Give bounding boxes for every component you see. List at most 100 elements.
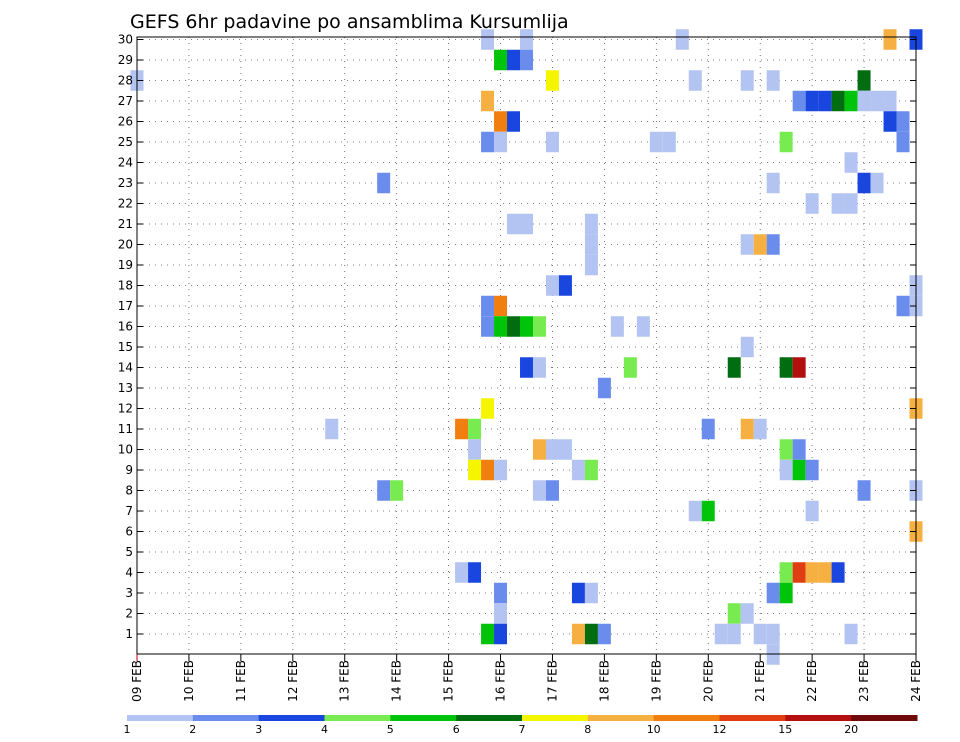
colorbar-swatch: [719, 715, 786, 721]
precip-cell: [857, 480, 871, 501]
precip-cell: [636, 316, 650, 337]
y-tick-label: 6: [125, 525, 133, 539]
colorbar-swatch: [851, 715, 918, 721]
y-tick-label: 11: [118, 422, 133, 436]
precip-cell: [532, 439, 546, 460]
precip-cell: [571, 623, 585, 645]
precip-cell: [545, 480, 559, 501]
precip-cell: [727, 623, 741, 645]
precip-cell: [481, 459, 495, 481]
y-tick-label: 20: [118, 238, 133, 252]
y-tick-label: 24: [118, 156, 133, 170]
precip-cell: [740, 70, 754, 91]
precip-cell: [831, 562, 845, 583]
colorbar-label: 20: [844, 723, 858, 736]
precip-cell: [779, 439, 793, 460]
colorbar-swatch: [324, 715, 391, 721]
y-tick-label: 5: [125, 545, 133, 559]
x-tick-label: 10 FEB: [182, 660, 196, 702]
precip-cell: [545, 275, 559, 296]
precip-cell: [494, 131, 508, 153]
precip-cell: [494, 623, 508, 645]
precip-cell: [481, 29, 495, 50]
precip-cell: [675, 29, 689, 50]
precip-cell: [455, 562, 469, 583]
precip-cell: [494, 111, 508, 132]
chart-title: GEFS 6hr padavine po ansamblima Kursumli…: [130, 11, 569, 33]
x-tick-label: 20 FEB: [701, 660, 715, 702]
precip-cell: [779, 582, 793, 604]
x-tick-label: 11 FEB: [234, 660, 248, 702]
precip-cell: [468, 459, 482, 481]
colorbar-label: 4: [321, 723, 328, 736]
precip-cell: [481, 295, 495, 317]
precip-cell: [857, 172, 871, 194]
colorbar-label: 8: [584, 723, 591, 736]
precip-cell: [584, 582, 598, 604]
precip-cell: [844, 623, 858, 645]
precip-cell: [507, 316, 520, 337]
precip-cell: [779, 357, 793, 378]
precip-cell: [623, 357, 637, 378]
precip-cell: [727, 357, 741, 378]
colorbar-swatch: [456, 715, 523, 721]
precip-cell: [792, 357, 806, 378]
y-tick-label: 28: [118, 74, 133, 88]
y-tick-label: 25: [118, 135, 133, 149]
y-tick-label: 19: [118, 258, 133, 272]
precip-cell: [792, 439, 806, 460]
x-tick-label: 22 FEB: [805, 660, 819, 702]
y-tick-label: 3: [125, 586, 133, 600]
colorbar-swatch: [192, 715, 260, 721]
precip-cell: [481, 90, 495, 112]
precip-cell: [805, 500, 819, 522]
precip-cell: [818, 562, 832, 583]
y-tick-label: 13: [118, 381, 133, 395]
precip-cell: [545, 131, 559, 153]
precip-cell: [831, 193, 845, 214]
y-tick-label: 7: [125, 504, 133, 518]
y-tick-label: 4: [125, 566, 133, 580]
precip-cell: [532, 357, 546, 378]
precip-cell: [468, 562, 482, 583]
precip-cell: [520, 213, 533, 235]
y-tick-label: 15: [118, 340, 133, 354]
y-tick-label: 14: [118, 361, 133, 375]
precip-cell: [883, 111, 897, 132]
precip-cell: [494, 316, 508, 337]
precip-cell: [584, 234, 598, 255]
precip-cell: [740, 336, 754, 358]
precip-cell: [792, 562, 806, 583]
precip-cell: [597, 623, 611, 645]
precip-cell: [520, 316, 533, 337]
colorbar-swatch: [258, 715, 325, 721]
precip-cell: [545, 439, 559, 460]
precip-cell: [766, 70, 780, 91]
precip-cell: [571, 459, 585, 481]
plot-frame: [136, 36, 917, 655]
precip-cell: [870, 90, 884, 112]
precip-cell: [481, 316, 495, 337]
precip-cell: [792, 459, 806, 481]
precip-cell: [779, 459, 793, 481]
y-tick-label: 9: [125, 463, 133, 477]
precip-cell: [753, 623, 767, 645]
precip-cell: [857, 70, 871, 91]
precip-cell: [494, 582, 508, 604]
y-tick-label: 26: [118, 115, 133, 129]
precip-cell: [831, 90, 845, 112]
precip-cell: [844, 90, 858, 112]
colorbar-swatch: [785, 715, 852, 721]
precip-cell: [662, 131, 676, 153]
precip-cell: [740, 603, 754, 624]
precip-cell: [584, 254, 598, 276]
x-tick-label: 12 FEB: [286, 660, 300, 702]
colorbar-label: 15: [778, 723, 792, 736]
precip-cell: [805, 562, 819, 583]
precip-cell: [494, 295, 508, 317]
precip-cell: [558, 439, 572, 460]
precip-cell: [532, 480, 546, 501]
y-tick-label: 27: [118, 94, 133, 108]
precip-cell: [844, 193, 858, 214]
y-tick-label: 18: [118, 279, 133, 293]
